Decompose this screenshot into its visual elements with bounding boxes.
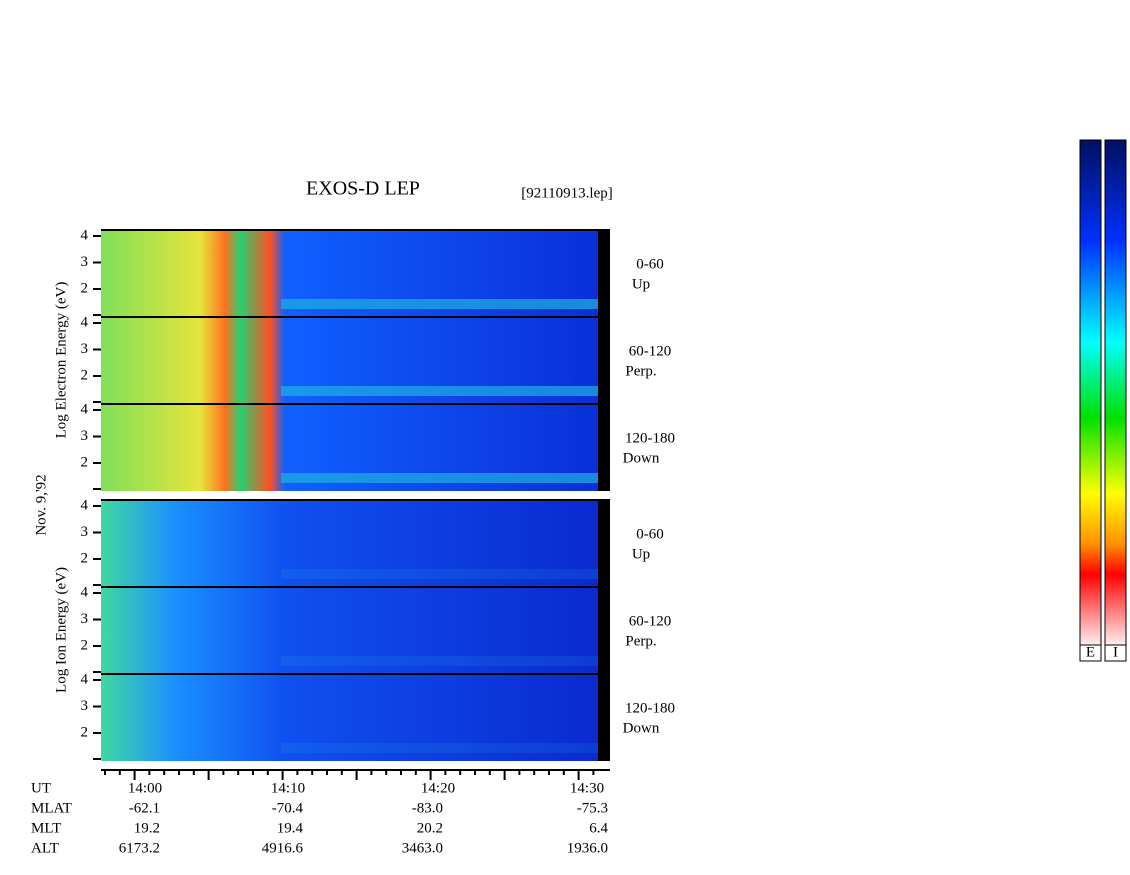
- dead-strip: [598, 404, 610, 491]
- ephemeris-value: 19.2: [134, 820, 160, 836]
- panel-direction: Perp.: [625, 633, 656, 649]
- ephemeris-value: -70.4: [272, 800, 304, 816]
- y-tick-label: 4: [81, 401, 89, 417]
- y-tick-label: 2: [81, 637, 89, 653]
- y-tick-label: 4: [81, 227, 89, 243]
- background-band: [281, 656, 598, 666]
- colorbar: [1104, 139, 1127, 646]
- y-tick-label: 3: [81, 698, 89, 714]
- background-band: [281, 743, 598, 753]
- y-tick-label: 4: [81, 671, 89, 687]
- ephemeris-label: ALT: [31, 840, 59, 856]
- y-tick-label: 2: [81, 550, 89, 566]
- ephemeris-value: 14:30: [570, 780, 604, 796]
- y-tick-label: 2: [81, 367, 89, 383]
- ephemeris-value: 14:00: [128, 780, 162, 796]
- colorbar-label-box: [1079, 644, 1102, 662]
- ephemeris-value: -75.3: [577, 800, 608, 816]
- ephemeris-value: 6173.2: [119, 840, 160, 856]
- panel-range: 0-60: [636, 526, 664, 542]
- background-band: [281, 473, 598, 483]
- ephemeris-value: 3463.0: [402, 840, 443, 856]
- panel-range: 60-120: [629, 613, 672, 629]
- y-tick-label: 4: [81, 584, 89, 600]
- y-tick-label: 4: [81, 497, 89, 513]
- dead-strip: [598, 317, 610, 404]
- y-tick-label: 3: [81, 341, 89, 357]
- spectrogram: [101, 674, 598, 761]
- y-tick-label: 3: [81, 611, 89, 627]
- colorbar: [1079, 139, 1102, 646]
- ephemeris-label: MLT: [31, 820, 61, 836]
- dead-strip: [598, 674, 610, 761]
- ephemeris-value: -83.0: [412, 800, 443, 816]
- file-name: [92110913.lep]: [521, 185, 613, 201]
- colorbar-label-box: [1104, 644, 1127, 662]
- ephemeris-value: 20.2: [417, 820, 443, 836]
- background-band: [281, 386, 598, 396]
- spectrogram: [101, 500, 598, 587]
- y-tick-label: 2: [81, 454, 89, 470]
- ephemeris-value: 14:20: [421, 780, 455, 796]
- ion-axis-label: Log Ion Energy (eV): [53, 567, 69, 693]
- date: Nov. 9,'92: [33, 474, 49, 535]
- ephemeris-value: 4916.6: [262, 840, 304, 856]
- panel-direction: Down: [623, 450, 660, 466]
- spectrogram: [101, 587, 598, 674]
- ephemeris-value: 14:10: [271, 780, 305, 796]
- background-band: [281, 569, 598, 579]
- dead-strip: [598, 587, 610, 674]
- electron-axis-label: Log Electron Energy (eV): [53, 282, 69, 439]
- colorbar-label: I: [1113, 644, 1118, 660]
- y-tick-label: 2: [81, 280, 89, 296]
- ephemeris-value: -62.1: [129, 800, 160, 816]
- dead-strip: [598, 500, 610, 587]
- y-tick-label: 3: [81, 524, 89, 540]
- panel-range: 120-180: [625, 700, 675, 716]
- panel-range: 60-120: [629, 343, 672, 359]
- y-tick-label: 3: [81, 428, 89, 444]
- ephemeris-value: 19.4: [277, 820, 304, 836]
- panel-direction: Perp.: [625, 363, 656, 379]
- panel-direction: Up: [632, 276, 650, 292]
- title: EXOS-D LEP: [306, 178, 420, 200]
- y-tick-label: 2: [81, 724, 89, 740]
- ephemeris-value: 1936.0: [567, 840, 608, 856]
- ephemeris-label: UT: [31, 780, 51, 796]
- ephemeris-label: MLAT: [31, 800, 72, 816]
- background-band: [281, 299, 598, 309]
- ephemeris-value: 6.4: [589, 820, 608, 836]
- colorbar-label: E: [1086, 644, 1095, 660]
- panel-range: 120-180: [625, 430, 675, 446]
- panel-direction: Up: [632, 546, 650, 562]
- panel-range: 0-60: [636, 256, 664, 272]
- y-tick-label: 3: [81, 254, 89, 270]
- dead-strip: [598, 230, 610, 317]
- y-tick-label: 4: [81, 314, 89, 330]
- panel-direction: Down: [623, 720, 660, 736]
